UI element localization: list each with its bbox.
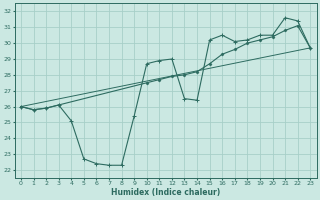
X-axis label: Humidex (Indice chaleur): Humidex (Indice chaleur) — [111, 188, 220, 197]
